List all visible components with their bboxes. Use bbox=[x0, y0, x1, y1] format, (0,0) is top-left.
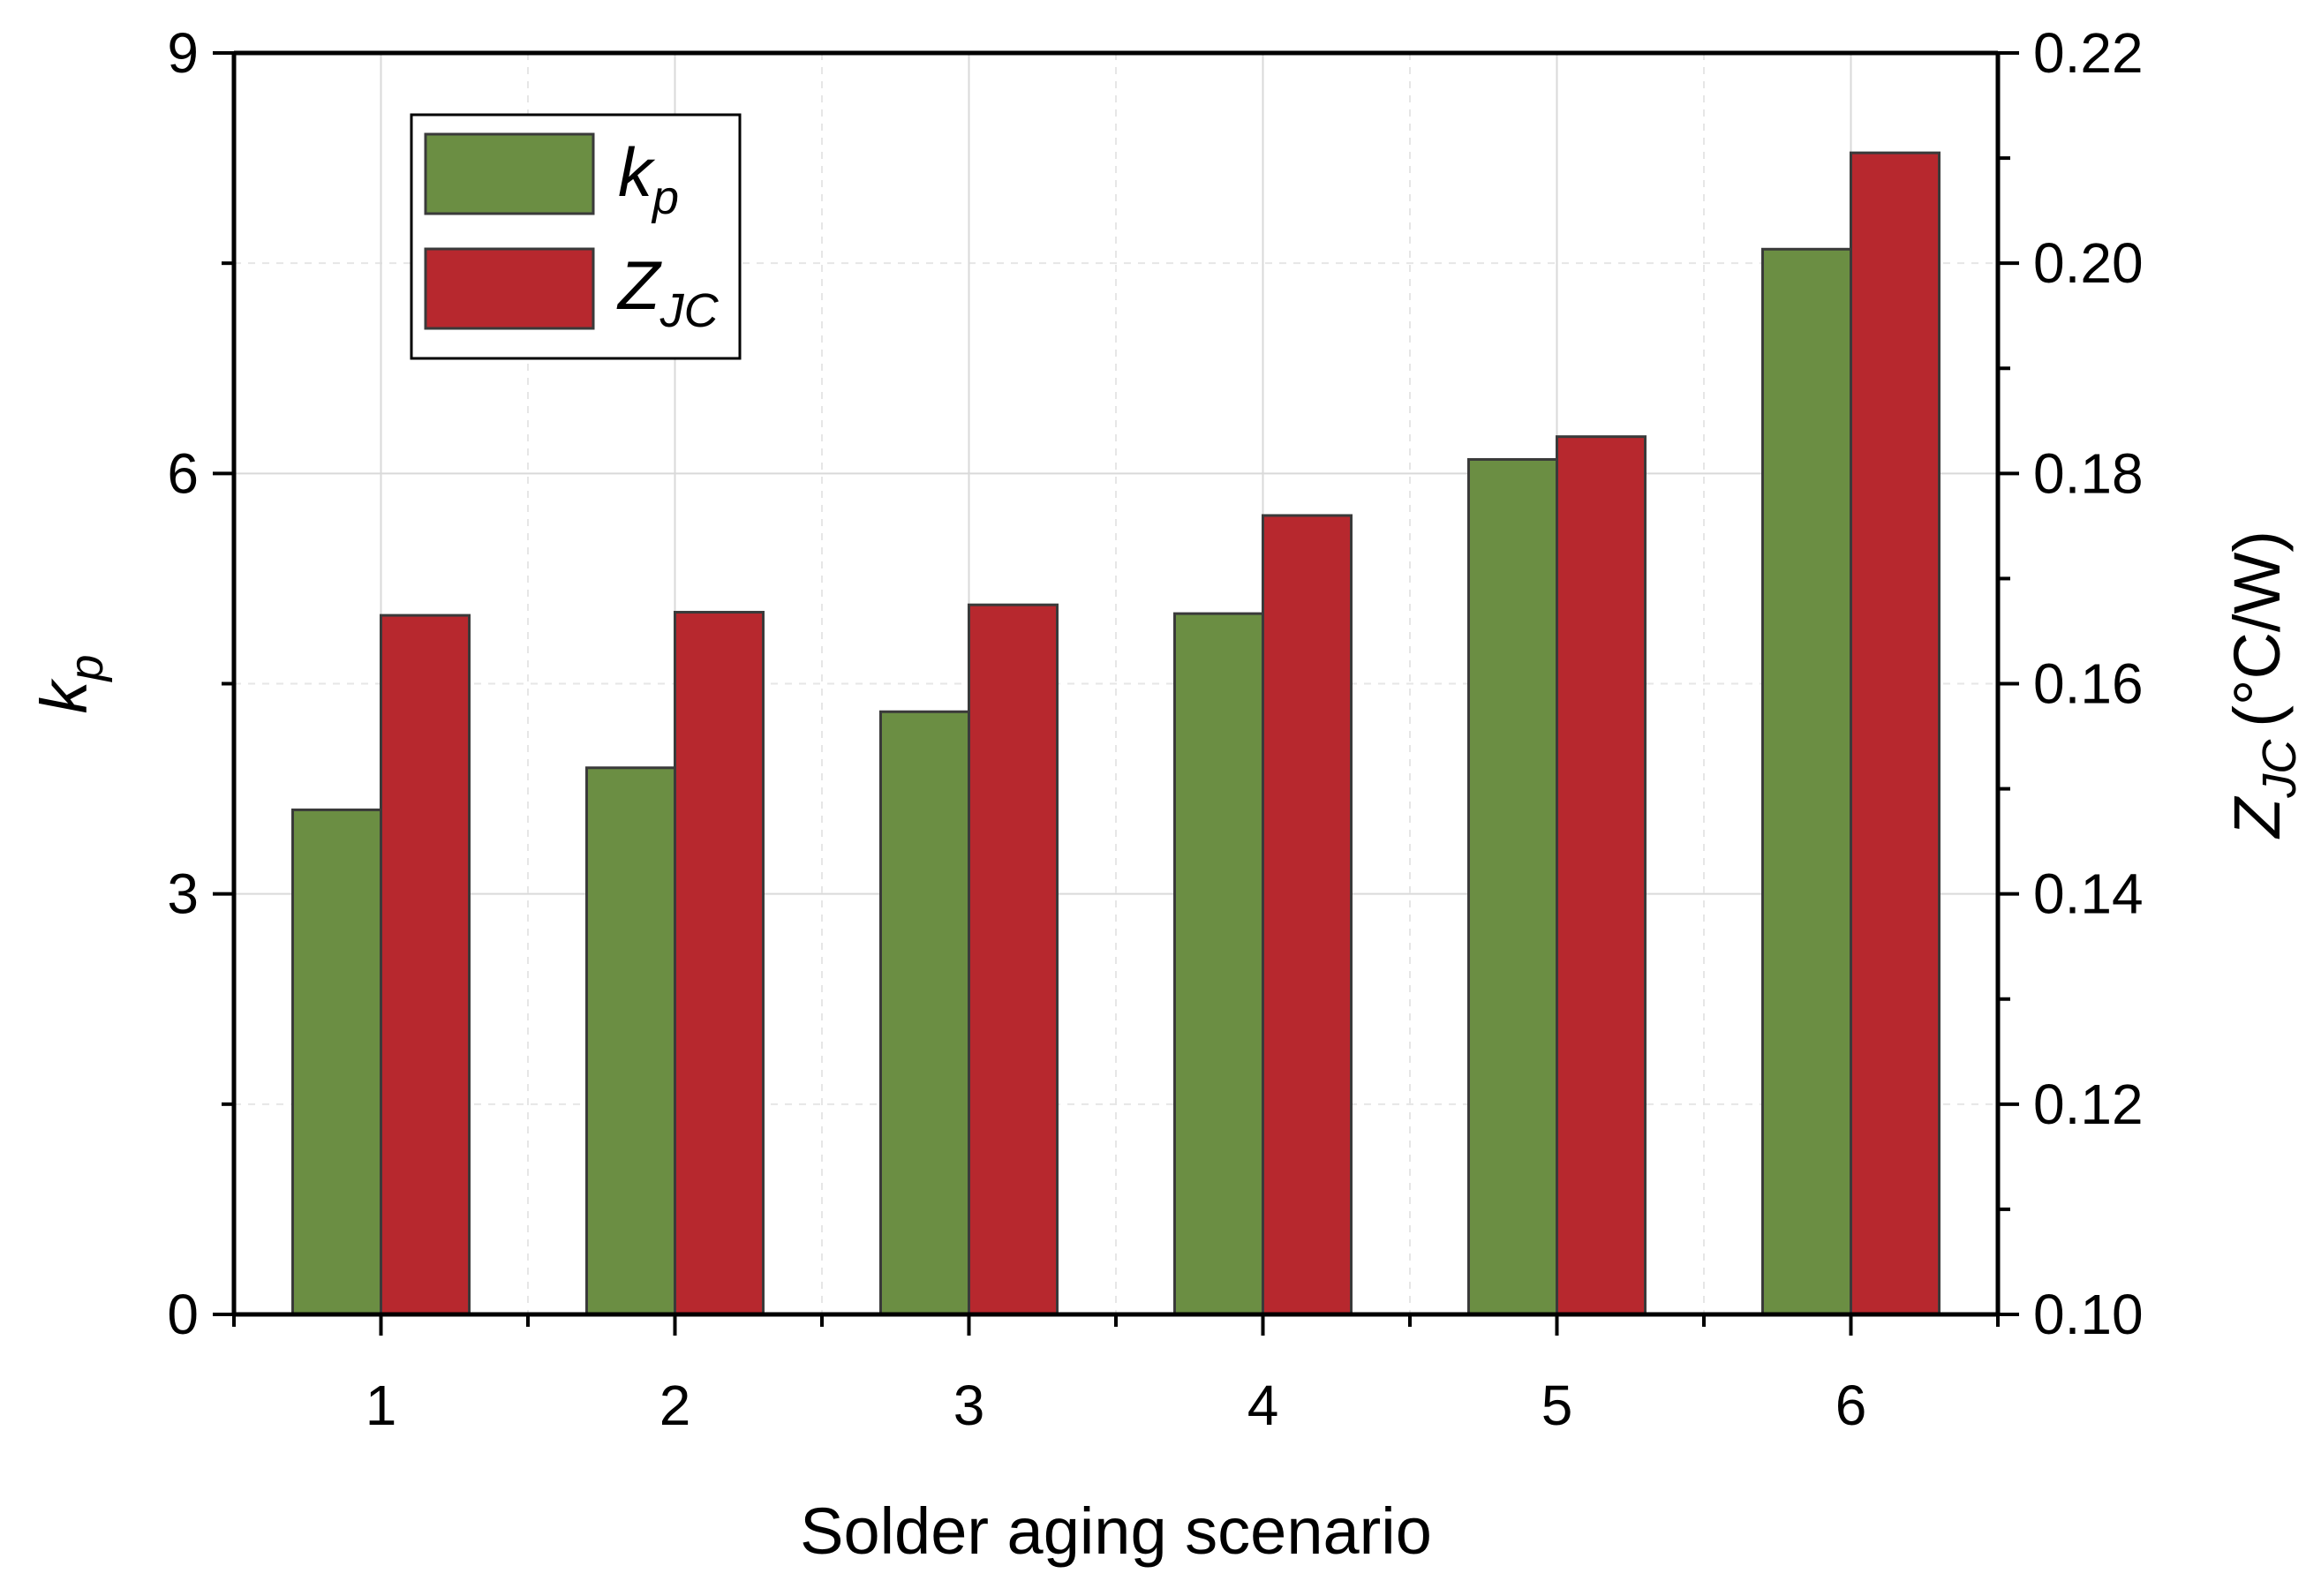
y-left-title-main: k bbox=[27, 678, 101, 714]
y-right-title-main: Z bbox=[2220, 795, 2294, 839]
y-right-title-sub: JC bbox=[2253, 739, 2306, 799]
right-tick-label: 0.10 bbox=[2033, 1283, 2144, 1346]
x-axis-title: Solder aging scenario bbox=[800, 1494, 1432, 1568]
right-tick-label: 0.20 bbox=[2033, 231, 2144, 295]
bar-kp-2 bbox=[585, 766, 676, 1316]
bar-kp-1 bbox=[291, 808, 382, 1316]
legend-label-kp: kp bbox=[618, 133, 679, 224]
bar-zjc-5 bbox=[1556, 435, 1647, 1316]
legend-kp-sub: p bbox=[651, 171, 679, 224]
y-axis-title-left: kp bbox=[27, 654, 113, 713]
legend-label-zjc: ZJC bbox=[616, 246, 720, 337]
legend-zjc-sub: JC bbox=[659, 284, 720, 337]
tick-labels: 0 3 6 9 0.10 0.12 0.14 0.16 0.18 0.20 0.22 1 2 3 4 5 6 bbox=[167, 21, 2143, 1437]
y-right-title-unit: (°C/W) bbox=[2220, 531, 2294, 727]
legend: kp ZJC bbox=[410, 113, 742, 360]
y-left-title-sub: p bbox=[60, 654, 113, 682]
bar-zjc-4 bbox=[1262, 514, 1353, 1316]
y-axis-title-right: ZJC (°C/W) bbox=[2220, 531, 2306, 839]
x-tick-label: 5 bbox=[1541, 1374, 1573, 1437]
bar-kp-5 bbox=[1467, 457, 1558, 1316]
bar-kp-6 bbox=[1761, 247, 1852, 1316]
right-tick-label: 0.22 bbox=[2033, 21, 2144, 85]
left-tick-label: 3 bbox=[167, 862, 199, 926]
x-tick-label: 4 bbox=[1247, 1374, 1279, 1437]
x-tick-label: 2 bbox=[659, 1374, 691, 1437]
left-tick-label: 9 bbox=[167, 21, 199, 85]
right-tick-label: 0.16 bbox=[2033, 652, 2144, 716]
legend-kp-main: k bbox=[618, 133, 656, 211]
right-tick-label: 0.18 bbox=[2033, 441, 2144, 505]
x-tick-label: 3 bbox=[953, 1374, 985, 1437]
bars bbox=[291, 151, 1941, 1316]
ticks bbox=[213, 51, 2019, 1336]
left-tick-label: 6 bbox=[167, 441, 199, 505]
bar-zjc-1 bbox=[380, 614, 471, 1316]
bar-kp-4 bbox=[1173, 612, 1264, 1316]
bar-zjc-2 bbox=[674, 611, 765, 1316]
bar-kp-3 bbox=[879, 710, 970, 1316]
legend-zjc-main: Z bbox=[616, 246, 662, 324]
legend-swatch-zjc bbox=[424, 247, 595, 330]
x-tick-label: 6 bbox=[1835, 1374, 1867, 1437]
right-tick-label: 0.12 bbox=[2033, 1073, 2144, 1136]
left-tick-label: 0 bbox=[167, 1283, 199, 1346]
right-tick-label: 0.14 bbox=[2033, 862, 2144, 926]
legend-swatch-kp bbox=[424, 132, 595, 215]
x-tick-label: 1 bbox=[365, 1374, 397, 1437]
bar-zjc-6 bbox=[1850, 151, 1941, 1316]
bar-zjc-3 bbox=[968, 603, 1059, 1316]
